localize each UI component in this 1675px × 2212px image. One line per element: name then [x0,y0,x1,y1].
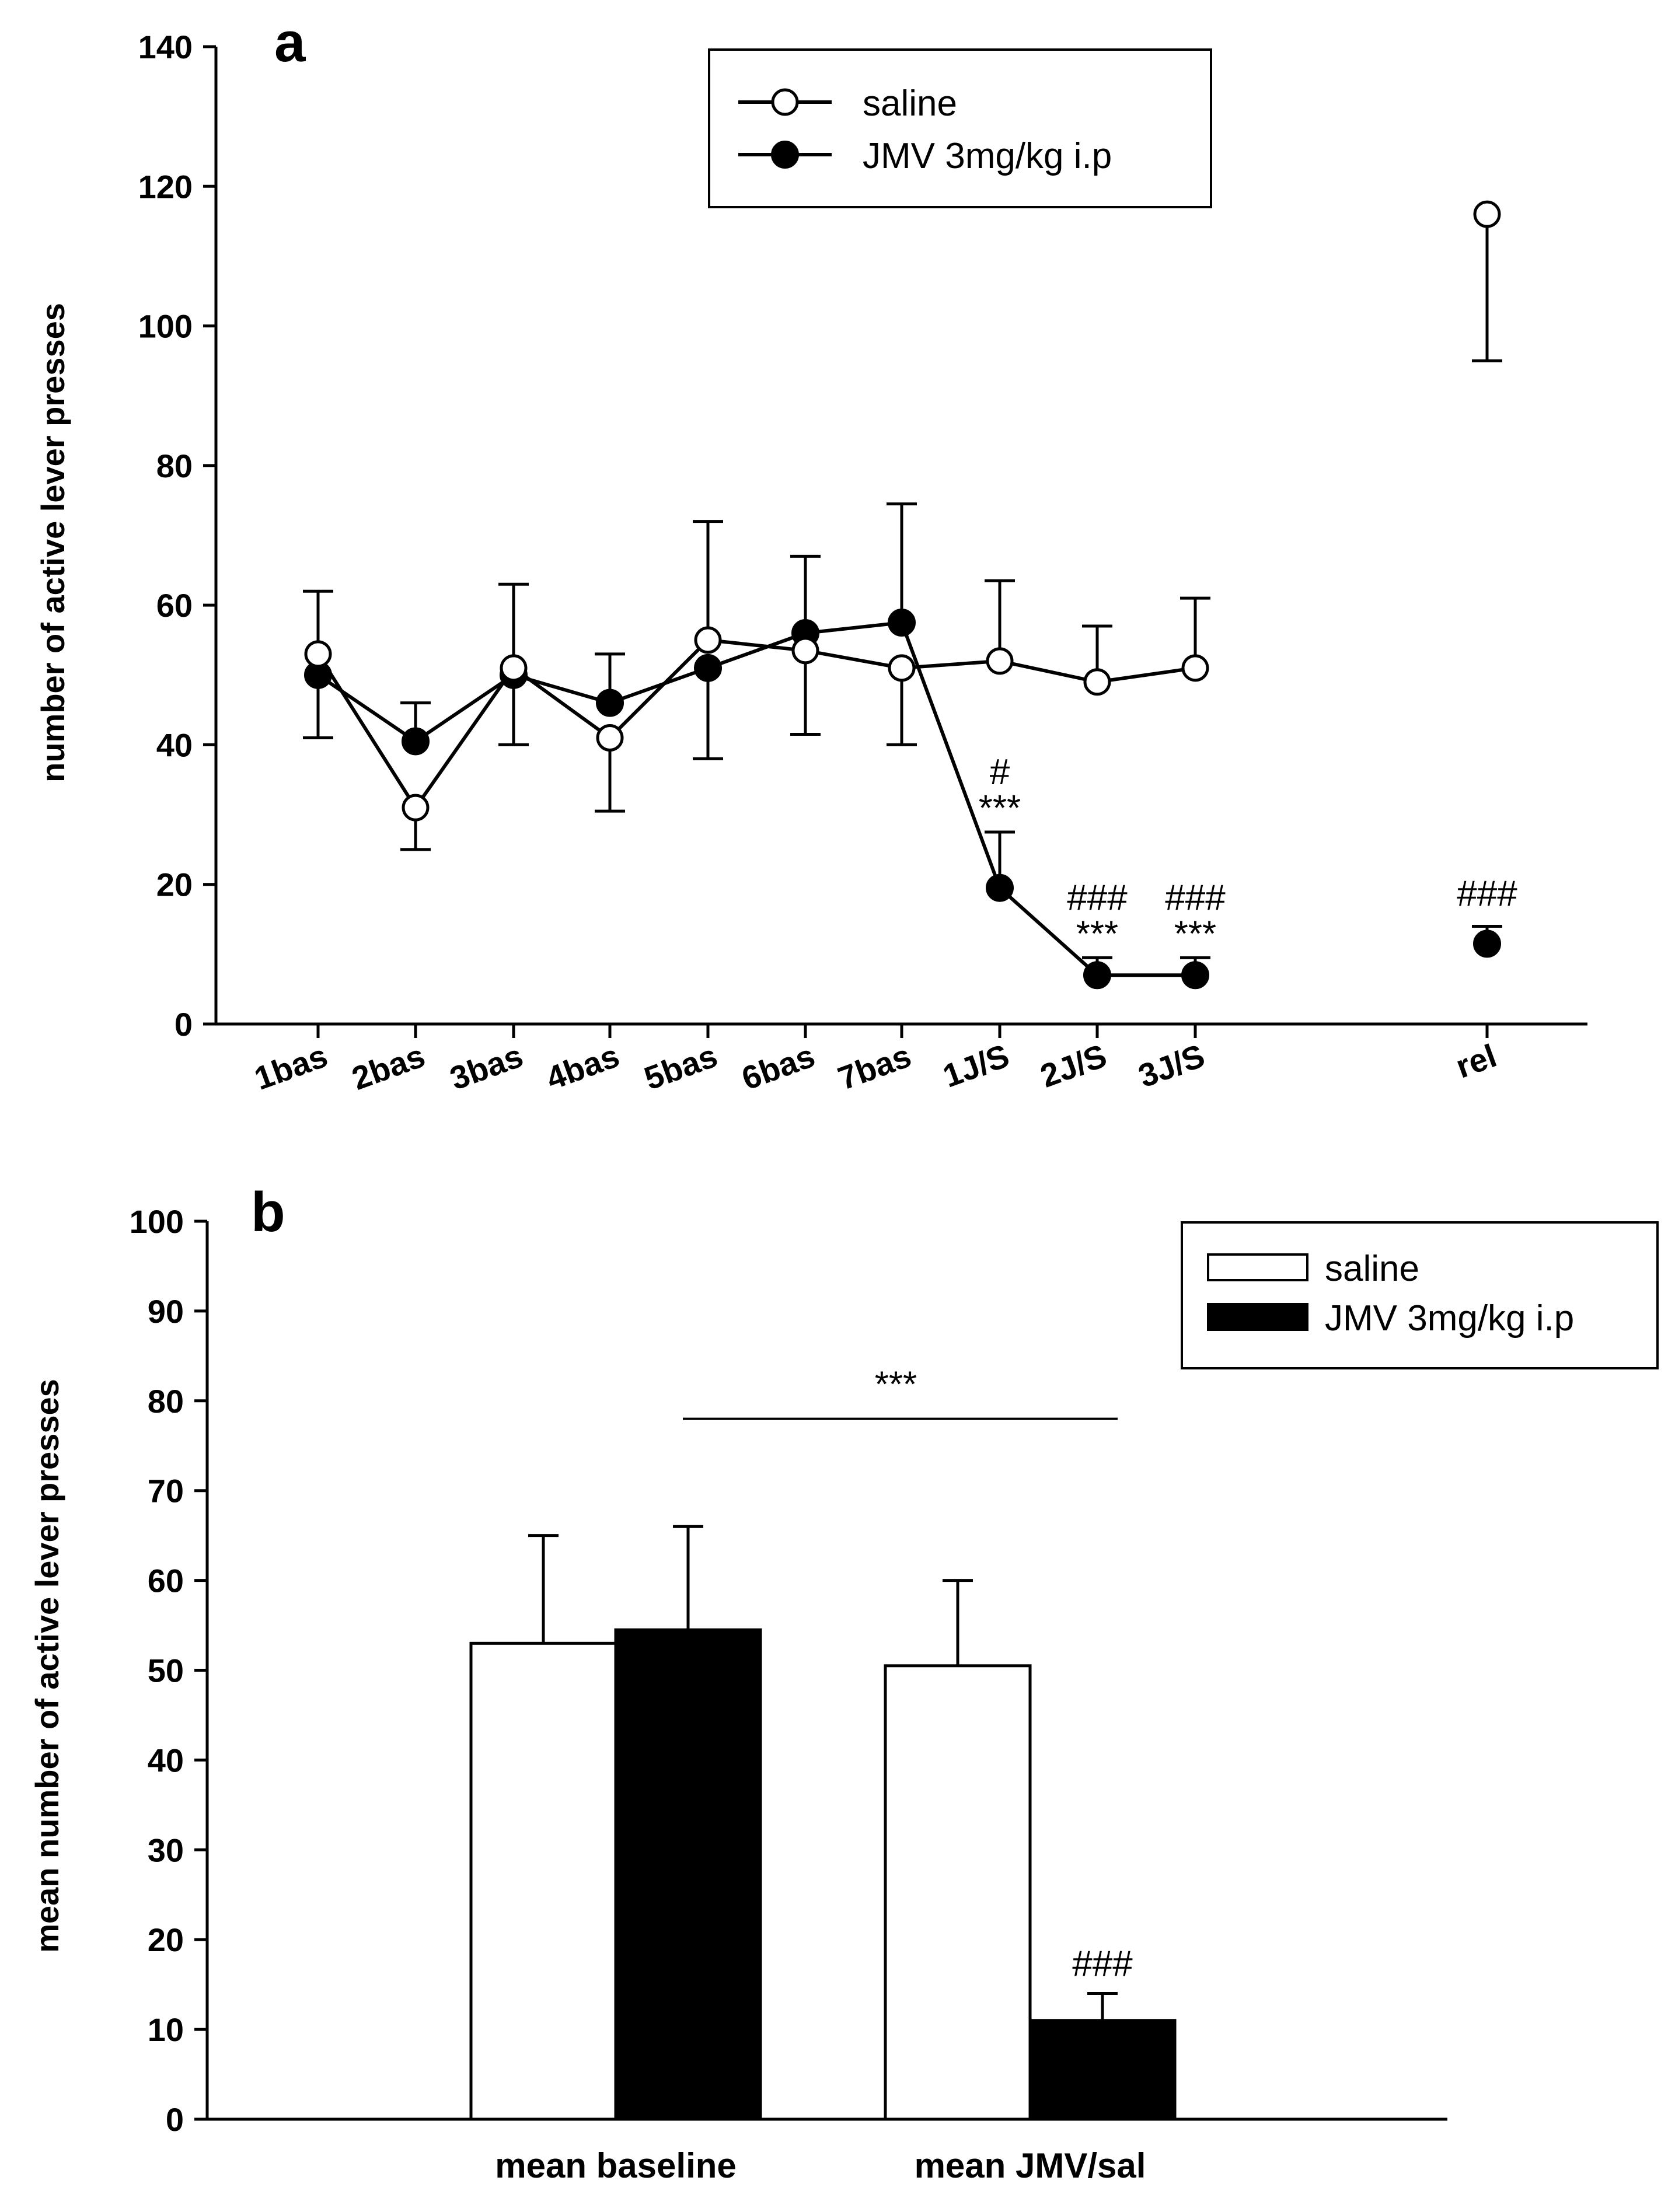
saline-point [1083,668,1111,696]
jmv-bar [1028,2019,1177,2121]
panel-a-y-tick-label: 60 [156,587,193,624]
jmv-point [402,727,430,756]
panel-a-y-tick-label: 80 [156,448,193,484]
panel-a-x-tick-label: 3bas [445,1037,528,1097]
panel-a-x-tick-label: 7bas [833,1037,916,1097]
jmv-point [986,873,1014,902]
panel-a: a number of active lever presses saline … [34,11,1587,1097]
saline-point [1181,654,1209,682]
legend-b-saline-swatch [1207,1253,1308,1281]
jmv-point [596,689,624,717]
panel-a-y-axis-label: number of active lever presses [34,303,71,782]
saline-point [888,654,916,682]
panel-a-significance-mark: # [990,752,1010,792]
panel-a-x-tick-label: 3J/S [1133,1037,1209,1095]
panel-a-y-tick-label: 120 [138,168,193,205]
panel-b-hash-mark: ### [1072,1944,1133,1984]
panel-a-significance-mark: *** [1174,914,1216,954]
panel-b-y-axis-label: mean number of active lever presses [29,1379,65,1953]
panel-a-label: a [274,11,306,74]
legend-saline-label: saline [863,83,957,124]
saline-point [1473,200,1501,228]
panel-b-y-tick-label: 100 [130,1203,184,1240]
jmv-point [888,609,916,637]
jmv-point [1083,961,1111,990]
panel-a-significance-mark: *** [1076,914,1118,954]
panel-a-significance-mark: ### [1067,878,1128,918]
panel-b-y-tick-label: 40 [148,1742,184,1778]
panel-b-x-tick-label: mean JMV/sal [915,2146,1146,2185]
panel-b-y-tick-label: 90 [148,1293,184,1330]
panel-a-significance-mark: ### [1457,874,1517,914]
panel-b-y-tick-label: 30 [148,1832,184,1868]
panel-b-legend: saline JMV 3mg/kg i.p [1181,1221,1659,1369]
saline-point [791,637,819,665]
panel-a-x-tick-label: 1bas [250,1037,332,1097]
panel-a-y-tick-label: 100 [138,308,193,345]
legend-b-saline-label: saline [1325,1249,1419,1289]
panel-a-y-tick-label: 20 [156,866,193,903]
panel-b-label: b [251,1181,285,1243]
panel-a-y-tick-label: 40 [156,726,193,763]
legend-jmv-marker [771,141,799,169]
panel-a-x-tick-label: 2J/S [1035,1037,1111,1095]
panel-b-legend-box [1181,1221,1659,1369]
panel-b-y-tick-label: 20 [148,1921,184,1958]
jmv-series-line [317,620,1195,977]
legend-jmv-label: JMV 3mg/kg i.p [863,136,1112,176]
panel-a-x-tick-label: 1J/S [938,1037,1014,1095]
panel-b-x-tick-label: mean baseline [495,2146,737,2185]
jmv-point [1181,961,1209,990]
panel-b-y-tick-label: 0 [166,2101,184,2138]
panel-b-y-tick-label: 70 [148,1473,184,1509]
panel-a-y-tick-label: 140 [138,29,193,65]
jmv-point [694,654,722,682]
saline-series-line [316,638,1196,811]
saline-bar [884,1664,1032,2121]
panel-a-significance-mark: *** [979,788,1021,829]
panel-a-y-tick-label: 0 [175,1006,193,1043]
saline-point [986,647,1014,675]
panel-a-legend-box [708,48,1212,208]
saline-point [596,724,624,752]
saline-point [694,626,722,654]
panel-b: b mean number of active lever presses sa… [29,1181,1659,2185]
panel-a-x-tick-label: 5bas [640,1037,722,1097]
panel-b-significance-stars: *** [875,1365,917,1405]
panel-a-x-tick-label: 4bas [542,1037,624,1097]
saline-point [402,794,430,822]
panel-b-y-tick-label: 60 [148,1563,184,1599]
saline-bar [469,1641,617,2121]
legend-b-jmv-label: JMV 3mg/kg i.p [1325,1298,1574,1339]
saline-point [304,640,332,668]
panel-a-x-tick-label: 2bas [347,1037,430,1097]
legend-saline-marker [771,88,799,116]
panel-a-x-tick-label: rel [1451,1037,1501,1085]
panel-b-y-tick-label: 50 [148,1652,184,1689]
saline-point [500,654,528,682]
jmv-bar [614,1628,762,2121]
jmv-point [1473,929,1501,958]
panel-a-significance-mark: ### [1165,878,1226,918]
legend-b-jmv-swatch [1207,1303,1308,1331]
panel-a-x-tick-label: 6bas [737,1037,819,1097]
panel-b-y-tick-label: 80 [148,1383,184,1420]
panel-b-y-tick-label: 10 [148,2011,184,2048]
panel-a-legend: saline JMV 3mg/kg i.p [708,48,1212,208]
